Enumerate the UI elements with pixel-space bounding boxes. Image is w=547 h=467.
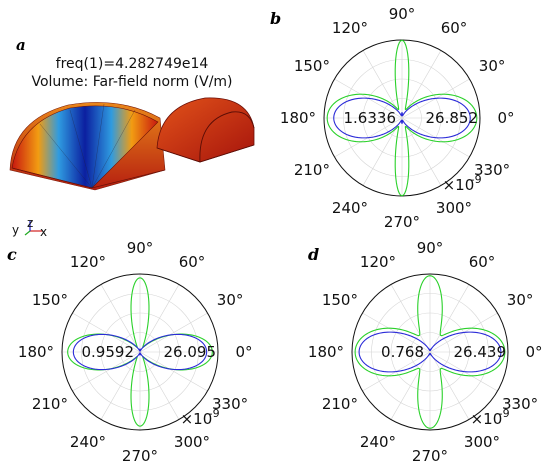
angle-tick-c-210: 210°	[32, 395, 68, 413]
angle-tick-b-30: 30°	[479, 57, 506, 75]
scale-exponent-b: -9	[471, 173, 482, 186]
radial-label-outer-c: 26.095	[164, 343, 217, 361]
angle-tick-c-90: 90°	[127, 239, 154, 257]
panel-a: a freq(1)=4.282749e14 Volume: Far-field …	[9, 36, 255, 239]
radial-label-inner-c: 0.9592	[82, 343, 135, 361]
axis-triad: y z x	[12, 216, 47, 239]
scale-label-c: ×10	[181, 410, 213, 428]
angle-tick-c-270: 270°	[122, 447, 158, 465]
angle-tick-b-270: 270°	[384, 213, 420, 231]
panel-letter-b: b	[270, 9, 281, 28]
grid-spoke-c-330	[139, 351, 208, 392]
grid-spoke-c-120	[100, 284, 141, 353]
axis-y-label: y	[12, 223, 19, 237]
angle-tick-d-150: 150°	[322, 291, 358, 309]
far-field-fan-shape	[9, 102, 166, 191]
axis-z-label: z	[27, 216, 33, 230]
grid-spoke-d-300	[429, 351, 470, 420]
volume-label: Volume: Far-field norm (V/m)	[31, 74, 232, 90]
angle-tick-b-300: 300°	[436, 199, 472, 217]
angle-tick-d-90: 90°	[417, 239, 444, 257]
angle-tick-c-120: 120°	[70, 253, 106, 271]
angle-tick-d-270: 270°	[412, 447, 448, 465]
grid-spoke-c-150	[72, 312, 141, 353]
series-blue-d	[358, 331, 502, 373]
series-green-b	[326, 39, 478, 197]
far-field-red-shape	[156, 97, 255, 163]
grid-spoke-c-300	[139, 351, 180, 420]
radial-label-outer-b: 26.852	[426, 109, 479, 127]
angle-tick-d-240: 240°	[360, 433, 396, 451]
outer-circle-c	[61, 273, 219, 431]
angle-tick-b-180: 180°	[280, 109, 316, 127]
grid-spoke-c-210	[72, 351, 141, 392]
scale-exponent-d: -9	[499, 407, 510, 420]
series-blue-b	[333, 97, 471, 139]
grid-spoke-c-30	[139, 312, 208, 353]
angle-tick-c-150: 150°	[32, 291, 68, 309]
angle-tick-d-180: 180°	[308, 343, 344, 361]
grid-spoke-c-240	[100, 351, 141, 420]
grid-spoke-c-60	[139, 284, 180, 353]
angle-tick-c-300: 300°	[174, 433, 210, 451]
angle-tick-b-150: 150°	[294, 57, 330, 75]
grid-spoke-d-240	[390, 351, 431, 420]
grid-spoke-d-60	[429, 284, 470, 353]
polar-chart-d: 0° 30° 60° 90° 120° 150° 180° 210° 240° 270° 300° 3…	[308, 239, 543, 465]
angle-tick-b-210: 210°	[294, 161, 330, 179]
angle-tick-c-0: 0°	[235, 343, 252, 361]
angle-tick-d-0: 0°	[525, 343, 542, 361]
angle-tick-c-30: 30°	[217, 291, 244, 309]
radial-label-outer-d: 26.439	[454, 343, 507, 361]
angle-tick-c-60: 60°	[179, 253, 206, 271]
angle-tick-b-120: 120°	[332, 19, 368, 37]
panel-letter-c: c	[7, 245, 17, 264]
radial-label-inner-d: 0.768	[381, 343, 424, 361]
radial-label-inner-b: 1.6336	[344, 109, 397, 127]
angle-tick-d-30: 30°	[507, 291, 534, 309]
angle-tick-b-60: 60°	[441, 19, 468, 37]
angle-tick-d-330: 330°	[502, 395, 538, 413]
series-green-d	[354, 275, 506, 429]
axis-x-label: x	[40, 225, 47, 239]
scale-exponent-c: -9	[209, 407, 220, 420]
panel-letter-a: a	[16, 36, 26, 54]
angle-tick-d-300: 300°	[464, 433, 500, 451]
grid-spoke-d-120	[390, 284, 431, 353]
panel-letter-d: d	[308, 245, 319, 264]
angle-tick-d-60: 60°	[469, 253, 496, 271]
outer-circle-d	[351, 273, 509, 431]
scale-label-d: ×10	[471, 410, 503, 428]
series-blue-c	[72, 333, 208, 371]
polar-chart-c: 0° 30° 60° 90° 120° 150° 180° 210° 240° 270° 300° 3…	[18, 239, 253, 465]
angle-tick-b-0: 0°	[497, 109, 514, 127]
angle-tick-c-330: 330°	[212, 395, 248, 413]
angle-tick-d-120: 120°	[360, 253, 396, 271]
freq-label: freq(1)=4.282749e14	[56, 56, 209, 72]
angle-tick-d-210: 210°	[322, 395, 358, 413]
polar-chart-b: 0° 30° 60° 90° 120° 150° 180° 210° 240° 270° 300° 3…	[280, 5, 515, 231]
scale-label-b: ×10	[443, 176, 475, 194]
angle-tick-b-240: 240°	[332, 199, 368, 217]
angle-tick-c-240: 240°	[70, 433, 106, 451]
angle-tick-b-330: 330°	[474, 161, 510, 179]
angle-tick-c-180: 180°	[18, 343, 54, 361]
angle-tick-b-90: 90°	[389, 5, 416, 23]
